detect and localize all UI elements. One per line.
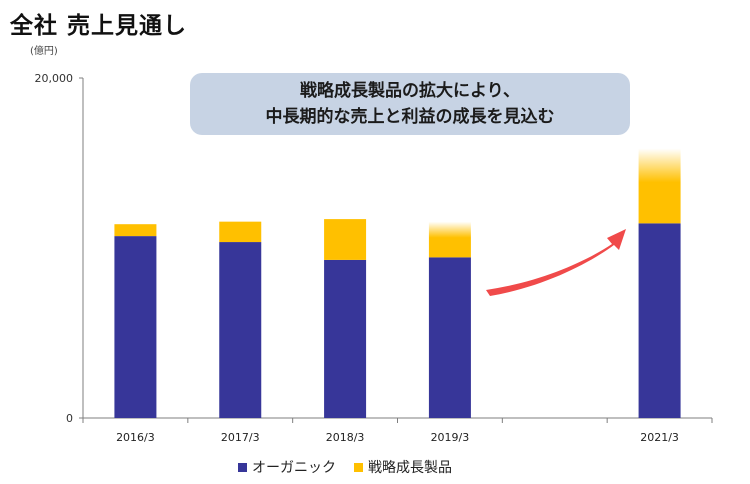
bar-organic-2018-3 <box>324 259 367 418</box>
y-tick-label: 20,000 <box>35 72 74 85</box>
x-tick-label: 2018/3 <box>326 431 365 444</box>
callout-line-2: 中長期的な売上と利益の成長を見込む <box>265 107 555 127</box>
x-tick-label: 2016/3 <box>116 431 155 444</box>
bar-organic-2017-3 <box>219 242 262 418</box>
page-title: 全社 売上見通し <box>10 13 188 39</box>
x-tick-label: 2019/3 <box>431 431 470 444</box>
growth-arrow <box>486 229 626 296</box>
bar-strategic-2019-3 <box>428 221 471 258</box>
x-tick-label: 2021/3 <box>640 431 679 444</box>
legend: オーガニック 戦略成長製品 <box>238 457 470 477</box>
bar-organic-2019-3 <box>428 257 471 418</box>
bar-strategic-2018-3 <box>324 219 367 260</box>
callout-line-1: 戦略成長製品の拡大により、 <box>300 81 520 101</box>
legend-swatch-organic <box>238 462 247 472</box>
legend-label-strategic: 戦略成長製品 <box>368 460 452 476</box>
legend-item-strategic: 戦略成長製品 <box>354 457 452 477</box>
y-tick-label: 0 <box>66 412 73 425</box>
unit-label: (億円) <box>30 46 58 57</box>
callout-box: 戦略成長製品の拡大により、 中長期的な売上と利益の成長を見込む <box>190 73 630 135</box>
legend-swatch-strategic <box>354 462 363 472</box>
bar-organic-2021-3 <box>638 223 681 418</box>
bar-strategic-2016-3 <box>114 224 157 237</box>
bar-strategic-2017-3 <box>219 221 262 243</box>
x-tick-label: 2017/3 <box>221 431 260 444</box>
bar-organic-2016-3 <box>114 236 157 418</box>
legend-item-organic: オーガニック <box>238 457 336 477</box>
bar-strategic-2021-3 <box>638 148 681 224</box>
legend-label-organic: オーガニック <box>252 460 336 476</box>
